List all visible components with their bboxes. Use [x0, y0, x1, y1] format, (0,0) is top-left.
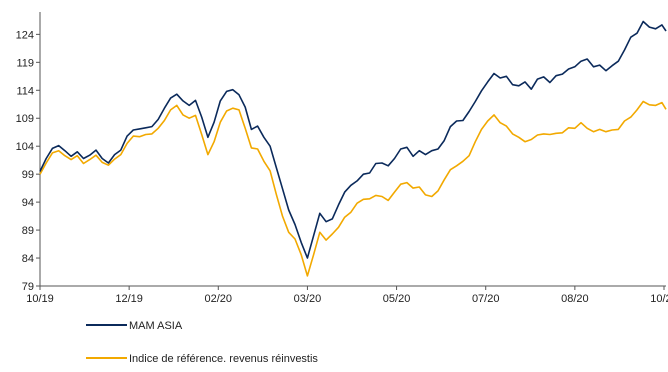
y-tick-label: 89: [22, 225, 34, 237]
y-tick-label: 109: [16, 113, 34, 125]
x-tick-label: 07/20: [472, 293, 500, 305]
series-line-mam-asia: [39, 20, 667, 259]
series-lines: [39, 20, 667, 277]
x-tick-label: 10/20: [650, 293, 668, 305]
x-tick-label: 10/19: [26, 293, 54, 305]
y-tick-label: 94: [22, 197, 34, 209]
x-tick-label: 12/19: [115, 293, 143, 305]
x-tick-label: 05/20: [383, 293, 411, 305]
legend: MAM ASIA Indice de référence. revenus réi…: [86, 320, 318, 365]
x-tick-label: 08/20: [561, 293, 589, 305]
y-tick-label: 99: [22, 169, 34, 181]
y-tick-label: 119: [16, 57, 34, 69]
legend-label-mam-asia: MAM ASIA: [129, 320, 183, 332]
y-tick-label: 124: [16, 29, 34, 41]
legend-label-benchmark: Indice de référence. revenus réinvestis: [129, 353, 318, 365]
x-tick-label: 02/20: [205, 293, 233, 305]
y-tick-label: 84: [22, 253, 34, 265]
y-tick-label: 79: [22, 281, 34, 293]
axes: 79 84 89 94 99 104 109 114 119 124 10/19 12/19 02/20…: [16, 12, 668, 305]
y-tick-label: 104: [16, 141, 34, 153]
x-tick-label: 03/20: [294, 293, 322, 305]
y-tick-label: 114: [16, 85, 34, 97]
series-line-benchmark: [39, 100, 667, 277]
